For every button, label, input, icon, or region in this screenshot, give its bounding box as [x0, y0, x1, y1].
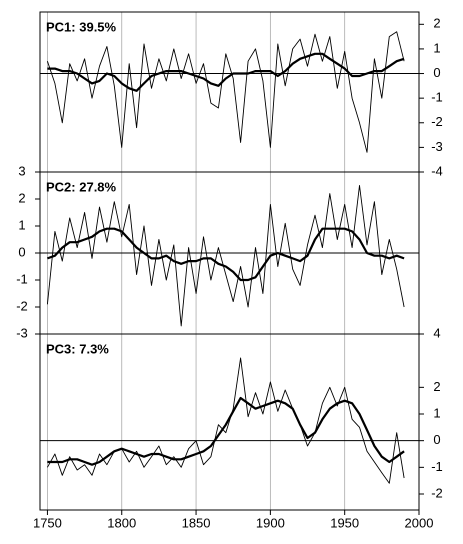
x-tick-label: 1900	[256, 515, 285, 530]
panel-title: PC1: 39.5%	[46, 19, 117, 34]
y-tick-label: 1	[433, 405, 440, 420]
y-tick-label: 0	[433, 432, 440, 447]
y-tick-label: -4	[431, 163, 443, 178]
y-tick-label: 2	[18, 190, 25, 205]
y-tick-label: -1	[16, 271, 28, 286]
y-tick-label: -3	[431, 139, 443, 154]
y-tick-label: -1	[431, 90, 443, 105]
y-tick-label: -3	[16, 325, 28, 340]
y-tick-label: -1	[431, 459, 443, 474]
y-tick-label: 2	[433, 16, 440, 31]
y-tick-label: 4	[433, 325, 440, 340]
x-tick-label: 1850	[182, 515, 211, 530]
y-tick-label: -2	[431, 114, 443, 129]
y-tick-label: 1	[433, 40, 440, 55]
y-tick-label: 0	[433, 65, 440, 80]
raw-series-line	[47, 357, 405, 484]
panel-title: PC3: 7.3%	[46, 341, 109, 356]
panel-frame	[39, 11, 420, 173]
panel-frame	[39, 333, 420, 511]
y-tick-label: 3	[18, 163, 25, 178]
smoothed-series-line	[47, 52, 405, 92]
panel-title: PC2: 27.8%	[46, 179, 117, 194]
x-tick-label: 1750	[33, 515, 62, 530]
x-tick-label: 1950	[330, 515, 359, 530]
smoothed-series-line	[47, 227, 405, 282]
y-tick-label: -2	[431, 485, 443, 500]
y-tick-label: 1	[18, 217, 25, 232]
y-tick-label: -2	[16, 298, 28, 313]
smoothed-series-line	[47, 396, 405, 466]
raw-series-line	[46, 185, 405, 327]
x-tick-label: 1800	[107, 515, 136, 530]
raw-series-line	[46, 31, 405, 153]
y-tick-label: 2	[433, 379, 440, 394]
y-tick-label: 0	[18, 244, 25, 259]
x-tick-label: 2000	[405, 515, 434, 530]
